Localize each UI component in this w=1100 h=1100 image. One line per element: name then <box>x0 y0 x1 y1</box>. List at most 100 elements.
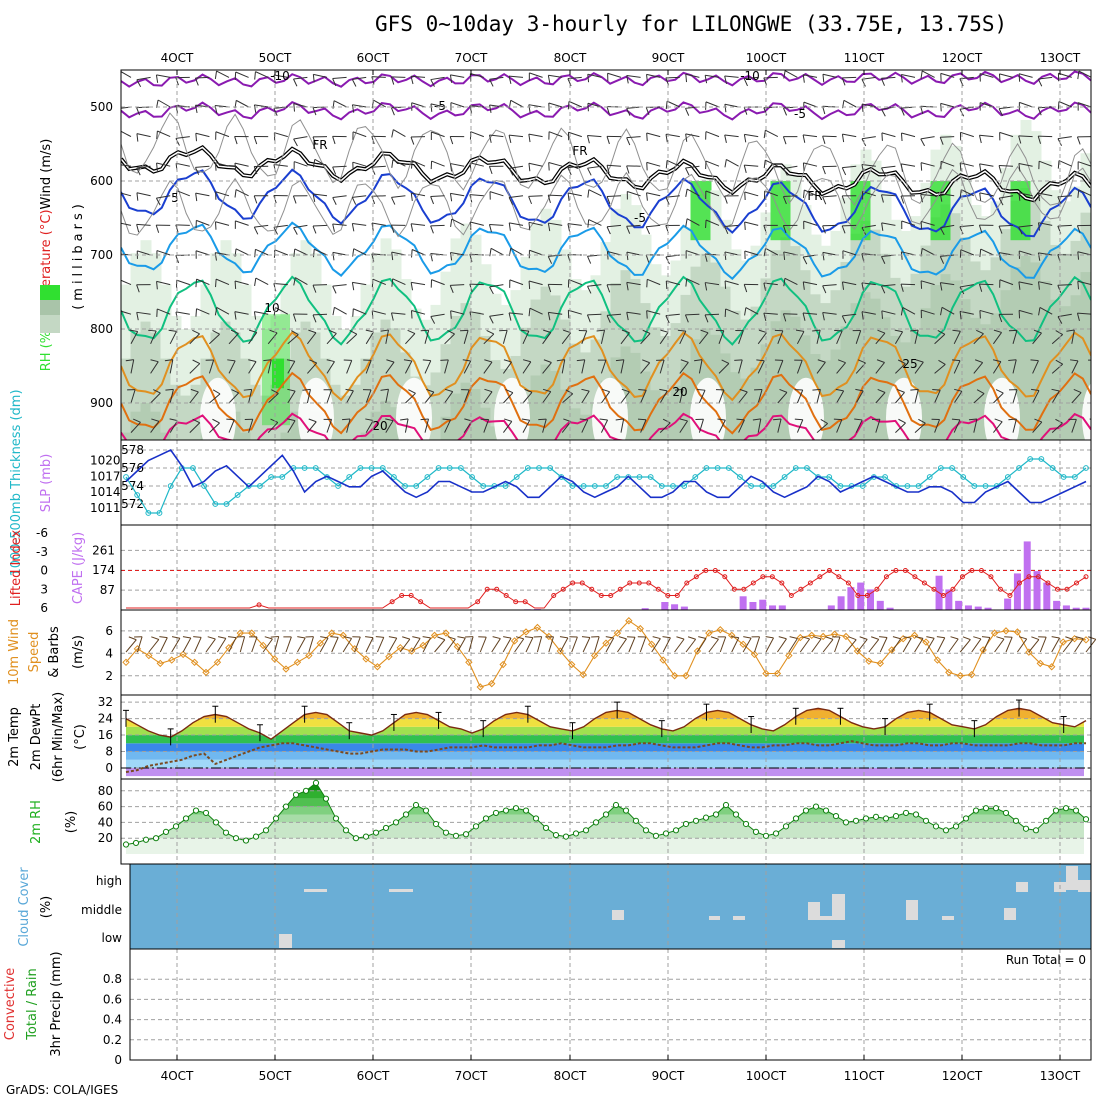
rh-shade-mid <box>540 286 552 440</box>
upper-wind-barb <box>836 362 846 374</box>
wind-speed-point <box>888 646 896 654</box>
wind10m-barb <box>1028 639 1040 653</box>
upper-wind-barb <box>195 250 210 256</box>
upper-wind-barb-flag <box>528 280 531 290</box>
wind10m-barb <box>217 638 227 653</box>
upper-wind-barb <box>121 130 132 138</box>
upper-wind-barb <box>352 104 367 108</box>
upper-wind-barb-flag <box>133 418 141 423</box>
temp-contour-label: 20 <box>372 419 387 433</box>
upper-wind-barb-flag <box>724 195 728 204</box>
rh-shade-dark <box>670 385 682 440</box>
upper-wind-barb <box>548 194 563 197</box>
upper-wind-barb <box>744 76 759 80</box>
upper-wind-barb <box>130 421 141 433</box>
upper-wind-barb-flag <box>743 134 747 143</box>
wind10m-barb <box>1074 638 1084 653</box>
upper-wind-barb <box>175 224 190 226</box>
rh-point <box>882 815 890 822</box>
upper-wind-barb-flag <box>724 134 727 143</box>
upper-wind-barb <box>332 284 347 287</box>
upper-wind-barb <box>307 421 317 433</box>
wind10m-barb-flag <box>402 636 410 640</box>
upper-wind-barb-flag <box>646 74 648 83</box>
upper-wind-barb-flag <box>410 310 413 319</box>
upper-wind-barb <box>940 136 955 138</box>
wind10m-barb-flag <box>652 636 661 640</box>
rh-shade-mid <box>390 328 402 440</box>
wind10m-barb <box>445 638 456 653</box>
upper-wind-barb-flag <box>920 194 923 203</box>
wind10m-barb-flag <box>765 636 774 639</box>
wind10m-barb-flag <box>825 636 834 640</box>
upper-wind-barb-flag <box>430 103 433 112</box>
upper-wind-barb-flag <box>521 418 530 421</box>
upper-wind-barb-flag <box>563 329 571 334</box>
upper-wind-barb-flag <box>312 284 317 293</box>
upper-wind-barb-flag <box>724 226 729 235</box>
wind-speed-point <box>190 658 199 666</box>
upper-wind-barb-flag <box>704 282 708 291</box>
upper-wind-barb-flag <box>253 195 258 204</box>
upper-wind-barb-flag <box>155 74 159 83</box>
upper-wind-barb <box>450 284 465 286</box>
upper-wind-barb <box>705 190 720 197</box>
wind10m-barb <box>902 637 912 653</box>
upper-wind-barb-flag <box>293 138 298 147</box>
upper-wind-barb <box>1090 432 1091 433</box>
upper-wind-barb-flag <box>332 285 337 294</box>
upper-wind-barb <box>757 332 767 345</box>
upper-wind-barb-flag <box>426 388 435 393</box>
upper-wind-barb-flag <box>345 388 354 392</box>
lifted-point <box>494 586 500 592</box>
upper-wind-barb-flag <box>861 79 866 87</box>
upper-wind-barb-flag <box>645 226 651 235</box>
upper-wind-barb-flag <box>169 418 178 422</box>
upper-wind-barb-flag <box>175 138 180 146</box>
wind10m-barb-flag <box>264 636 273 640</box>
wind10m-barb <box>422 637 432 653</box>
upper-wind-barb-flag <box>782 313 787 322</box>
upper-wind-barb-flag <box>822 106 826 115</box>
upper-wind-barb <box>1058 160 1073 167</box>
upper-wind-barb <box>130 331 139 345</box>
upper-wind-barb <box>528 221 543 226</box>
upper-wind-barb-flag <box>270 418 279 423</box>
upper-wind-barb <box>704 313 720 316</box>
lifted-point <box>921 580 927 586</box>
upper-wind-barb-flag <box>214 70 218 80</box>
upper-wind-barb <box>294 248 308 256</box>
upper-wind-barb <box>156 280 171 286</box>
temp-tick-label: 8 <box>105 745 113 759</box>
upper-wind-barb-flag <box>854 418 863 421</box>
pressure-tick-label: 800 <box>90 322 113 336</box>
upper-wind-barb-flag <box>253 311 257 320</box>
upper-wind-barb-flag <box>175 77 179 86</box>
cloud-patch <box>832 940 845 948</box>
upper-wind-barb <box>626 75 641 78</box>
upper-wind-barb <box>979 309 994 315</box>
upper-wind-barb-flag <box>756 359 765 362</box>
upper-wind-barb <box>195 76 210 79</box>
rh-shade-dark <box>230 411 242 440</box>
wind10m-barb-flag <box>730 636 739 639</box>
wind-speed-point <box>899 635 907 643</box>
wind10m-barb <box>228 637 237 653</box>
upper-wind-barb <box>803 101 818 108</box>
upper-wind-barb-flag <box>430 196 435 205</box>
upper-wind-barb <box>542 418 547 433</box>
upper-wind-barb <box>528 195 543 197</box>
upper-wind-barb <box>469 311 484 315</box>
upper-wind-barb <box>371 165 386 168</box>
rh-point <box>952 823 960 830</box>
upper-wind-barb-flag <box>940 307 943 316</box>
rh-shade-dark <box>820 360 832 440</box>
upper-wind-barb <box>1090 343 1091 344</box>
upper-wind-barb <box>294 161 308 167</box>
upper-wind-barb <box>235 189 249 197</box>
upper-wind-barb-flag <box>489 248 492 257</box>
upper-wind-barb <box>136 192 151 197</box>
upper-wind-barb <box>215 191 230 197</box>
rh-shade-bright <box>1020 181 1032 241</box>
upper-wind-barb-flag <box>920 70 923 79</box>
